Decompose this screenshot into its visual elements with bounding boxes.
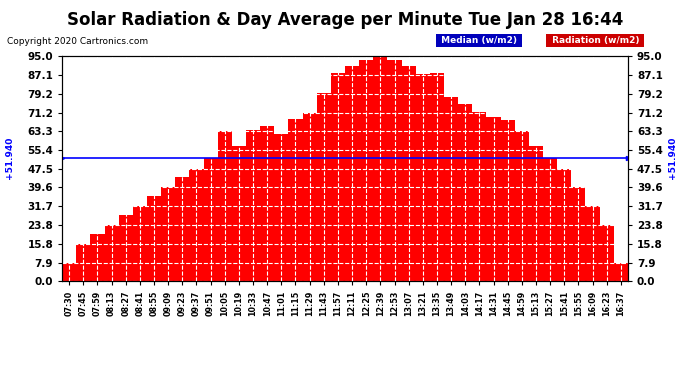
Bar [345,66,359,281]
Bar [317,93,331,281]
Text: Solar Radiation & Day Average per Minute Tue Jan 28 16:44: Solar Radiation & Day Average per Minute… [67,11,623,29]
Bar [359,60,373,281]
Bar [132,206,147,281]
Bar [402,66,415,281]
Bar [204,158,218,281]
Bar [614,262,628,281]
Bar [529,146,543,281]
Bar [558,169,571,281]
Bar [105,225,119,281]
Bar [501,120,515,281]
Bar [189,169,204,281]
Bar [486,117,500,281]
Bar [274,134,288,281]
Bar [444,96,458,281]
Text: Median (w/m2): Median (w/m2) [438,36,520,45]
Bar [430,73,444,281]
Bar [90,234,105,281]
Bar [388,60,402,281]
Bar [458,104,472,281]
Bar [119,215,133,281]
Bar [331,73,345,281]
Bar [76,244,90,281]
Bar [415,74,430,281]
Text: +51.940: +51.940 [5,137,14,179]
Bar [302,112,317,281]
Bar [571,188,585,281]
Bar [543,158,558,281]
Bar [246,130,260,281]
Bar [161,188,175,281]
Bar [147,196,161,281]
Text: Copyright 2020 Cartronics.com: Copyright 2020 Cartronics.com [7,38,148,46]
Bar [472,112,486,281]
Bar [232,146,246,281]
Bar [260,126,274,281]
Bar [515,131,529,281]
Bar [218,131,232,281]
Bar [373,57,388,281]
Bar [288,119,302,281]
Bar [600,225,614,281]
Text: Radiation (w/m2): Radiation (w/m2) [549,36,642,45]
Bar [585,206,600,281]
Bar [62,262,76,281]
Bar [175,177,189,281]
Text: +51.940: +51.940 [668,137,678,179]
